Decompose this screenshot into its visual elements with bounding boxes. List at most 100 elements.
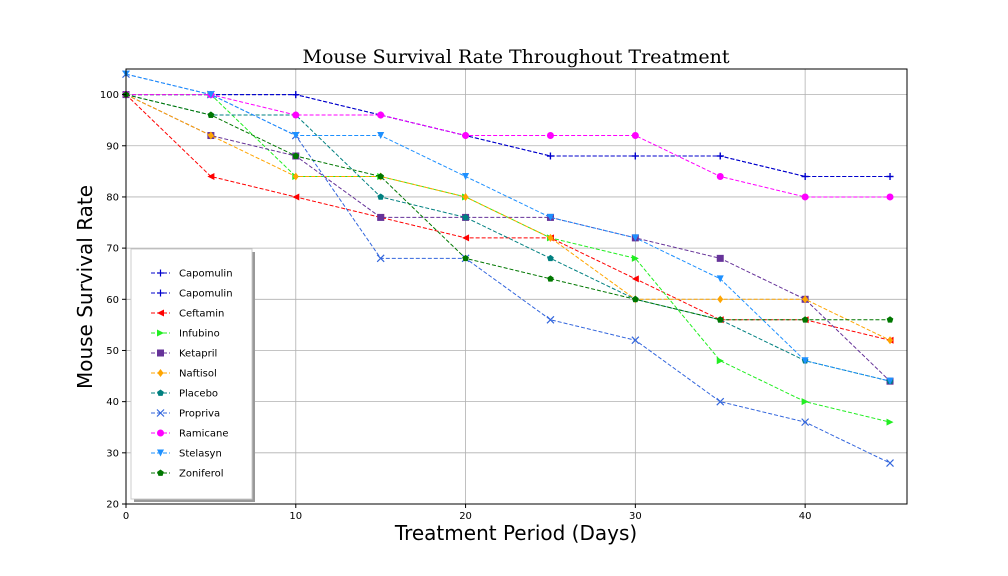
legend-entry-zoniferol: Zoniferol bbox=[151, 469, 224, 480]
data-point-zoniferol bbox=[886, 316, 894, 323]
legend-entry-propriva: Propriva bbox=[151, 409, 220, 420]
legend-marker bbox=[157, 389, 164, 396]
data-point-zoniferol bbox=[292, 152, 300, 159]
y-tick-label: 90 bbox=[106, 141, 119, 152]
data-point-ramicane bbox=[801, 193, 809, 201]
data-point-ramicane bbox=[292, 111, 300, 119]
legend-marker bbox=[157, 349, 164, 357]
legend-entry-stelasyn: Stelasyn bbox=[151, 449, 222, 460]
data-point-propriva bbox=[716, 397, 725, 406]
grid bbox=[125, 69, 907, 505]
data-point-naftisol bbox=[462, 192, 469, 201]
data-point-capomulin bbox=[886, 172, 894, 180]
y-tick-label: 80 bbox=[106, 192, 119, 203]
legend-entry-capomulin: Capomulin bbox=[151, 269, 233, 280]
data-point-capomulin bbox=[716, 152, 724, 160]
data-point-stelasyn bbox=[801, 357, 809, 365]
series-line-ramicane bbox=[126, 94, 891, 198]
data-point-infubino bbox=[631, 254, 639, 262]
data-point-capomulin bbox=[546, 152, 554, 160]
legend-box bbox=[130, 248, 253, 500]
series-line-naftisol bbox=[125, 94, 891, 341]
data-point-zoniferol bbox=[462, 254, 469, 262]
legend-label: Capomulin bbox=[179, 269, 233, 280]
data-point-infubino bbox=[886, 418, 894, 426]
data-point-placebo bbox=[377, 193, 384, 200]
data-point-capomulin bbox=[292, 91, 300, 99]
legend-entry-placebo: Placebo bbox=[151, 389, 218, 400]
series-line-ceftamin bbox=[125, 94, 891, 341]
data-point-capomulin bbox=[801, 172, 809, 180]
series-line-stelasyn bbox=[125, 73, 891, 382]
legend-label: Placebo bbox=[179, 389, 218, 400]
data-point-zoniferol bbox=[377, 172, 384, 180]
legend-label: Propriva bbox=[179, 409, 220, 420]
legend-entry-capomulin: Capomulin bbox=[151, 289, 233, 300]
legend-marker bbox=[156, 409, 165, 417]
data-point-placebo bbox=[547, 254, 554, 262]
data-point-propriva bbox=[801, 418, 810, 427]
series-stelasyn bbox=[122, 70, 894, 385]
data-point-stelasyn bbox=[886, 377, 894, 385]
legend-entry-ceftamin: Ceftamin bbox=[151, 309, 224, 320]
y-tick-label: 100 bbox=[100, 90, 119, 101]
data-point-stelasyn bbox=[631, 234, 639, 242]
data-point-propriva bbox=[631, 336, 640, 345]
chart-title: Mouse Survival Rate Throughout Treatment bbox=[303, 46, 730, 68]
data-point-naftisol bbox=[207, 131, 214, 140]
legend-marker bbox=[157, 369, 164, 377]
legend-label: Naftisol bbox=[179, 369, 217, 380]
plot-frame bbox=[125, 68, 908, 505]
y-tick-label: 40 bbox=[106, 397, 119, 408]
data-point-stelasyn bbox=[716, 275, 724, 283]
data-point-naftisol bbox=[717, 295, 724, 304]
data-point-stelasyn bbox=[377, 132, 385, 140]
legend-marker bbox=[157, 429, 164, 437]
data-point-stelasyn bbox=[292, 132, 300, 140]
data-point-propriva bbox=[546, 315, 555, 324]
data-point-ramicane bbox=[631, 132, 639, 140]
data-point-stelasyn bbox=[207, 91, 215, 99]
legend-label: Stelasyn bbox=[179, 449, 222, 460]
legend-label: Ramicane bbox=[179, 429, 229, 440]
data-point-zoniferol bbox=[716, 316, 724, 323]
series-line-infubino bbox=[126, 94, 891, 423]
data-point-propriva bbox=[886, 459, 894, 467]
data-point-ketapril bbox=[716, 254, 724, 262]
x-tick-label: 30 bbox=[629, 511, 642, 522]
y-tick-label: 20 bbox=[106, 500, 119, 511]
y-tick-label: 50 bbox=[106, 346, 119, 357]
legend-marker bbox=[157, 469, 164, 476]
data-point-ramicane bbox=[546, 132, 554, 140]
legend-entry-ketapril: Ketapril bbox=[151, 349, 217, 360]
data-point-naftisol bbox=[887, 336, 894, 345]
legend-label: Zoniferol bbox=[179, 469, 224, 480]
data-point-ramicane bbox=[716, 172, 724, 180]
data-point-naftisol bbox=[547, 233, 554, 242]
y-tick-label: 30 bbox=[106, 448, 119, 459]
series-layer bbox=[122, 70, 894, 467]
y-tick-label: 70 bbox=[106, 244, 119, 255]
data-point-ramicane bbox=[886, 193, 894, 201]
x-tick-label: 10 bbox=[289, 511, 302, 522]
data-point-zoniferol bbox=[632, 295, 639, 303]
data-point-infubino bbox=[716, 357, 724, 365]
legend-marker bbox=[157, 329, 164, 337]
x-tick-label: 40 bbox=[799, 511, 812, 522]
legend-marker bbox=[157, 449, 164, 457]
legend-entry-ramicane: Ramicane bbox=[151, 429, 229, 440]
series-line-zoniferol bbox=[125, 94, 891, 321]
legend-label: Capomulin bbox=[179, 289, 233, 300]
data-point-ceftamin bbox=[631, 275, 639, 283]
data-point-ceftamin bbox=[462, 234, 470, 242]
y-tick-label: 60 bbox=[106, 295, 119, 306]
data-point-stelasyn bbox=[462, 172, 470, 180]
data-point-naftisol bbox=[292, 172, 299, 181]
x-tick-label: 20 bbox=[459, 511, 472, 522]
series-zoniferol bbox=[122, 91, 894, 323]
data-point-capomulin bbox=[631, 152, 639, 160]
legend-entry-naftisol: Naftisol bbox=[151, 369, 217, 380]
data-point-ketapril bbox=[377, 213, 385, 221]
data-point-ceftamin bbox=[207, 172, 215, 180]
